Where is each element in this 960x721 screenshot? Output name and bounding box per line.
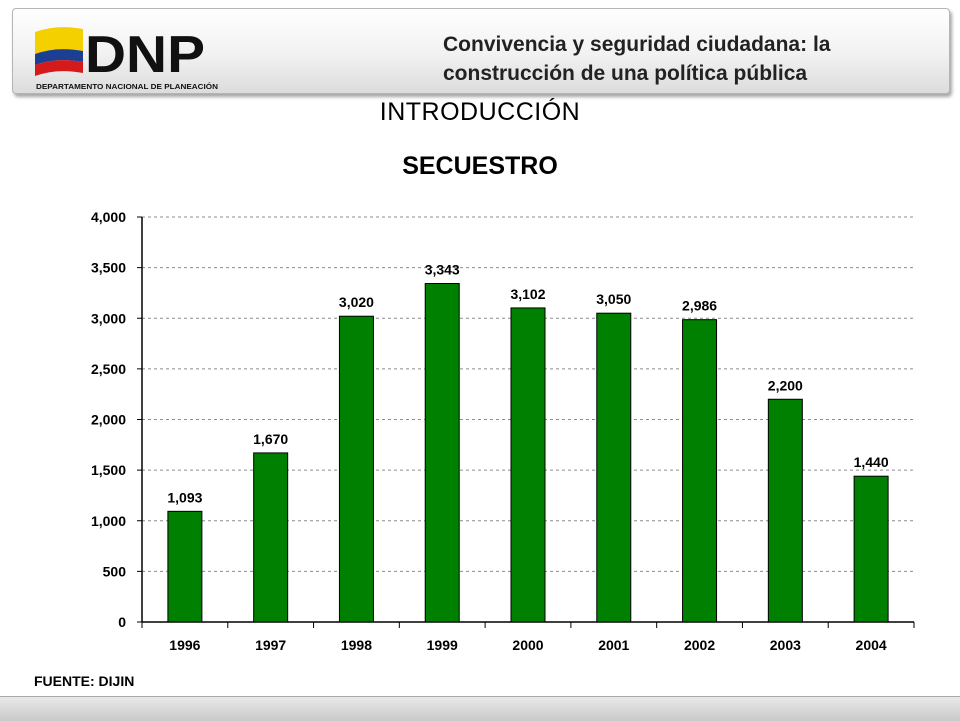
y-tick-label: 500 — [103, 563, 127, 579]
x-tick-label: 1997 — [255, 637, 286, 653]
bar-1997 — [253, 452, 289, 623]
y-tick-label: 2,000 — [91, 412, 126, 428]
bar-2003 — [767, 398, 803, 623]
bar-2001 — [596, 312, 632, 623]
x-tick-label: 2002 — [684, 637, 715, 653]
chart-labels: 0 500 1,000 1,500 2,000 2,500 3,000 3,500 4,000 1… — [91, 209, 889, 653]
header-banner: DNP DEPARTAMENTO NACIONAL DE PLANEACIÓN … — [12, 8, 950, 94]
data-label: 3,102 — [510, 286, 545, 302]
y-tick-label: 2,500 — [91, 361, 126, 377]
y-tick-label: 3,000 — [91, 310, 126, 326]
data-label: 3,020 — [339, 294, 374, 310]
x-tick-label: 2000 — [512, 637, 543, 653]
data-label: 1,670 — [253, 431, 288, 447]
y-tick-label: 3,500 — [91, 260, 126, 276]
bar-1996 — [167, 510, 203, 623]
bar-1998 — [338, 315, 374, 623]
data-label: 2,200 — [768, 377, 803, 393]
colombia-flag-icon — [35, 27, 83, 76]
section-title: INTRODUCCIÓN — [379, 98, 581, 126]
bar-2000 — [510, 307, 546, 623]
y-tick-label: 0 — [118, 614, 126, 630]
logo-wordmark: DNP — [85, 26, 205, 84]
y-tick-label: 4,000 — [91, 209, 126, 225]
x-tick-label: 2003 — [770, 637, 801, 653]
bar-2002 — [682, 319, 718, 623]
x-tick-label: 1998 — [341, 637, 372, 653]
presentation-title: Convivencia y seguridad ciudadana: la co… — [443, 33, 831, 85]
x-tick-label: 1996 — [169, 637, 200, 653]
data-label: 3,050 — [596, 291, 631, 307]
chart-title: SECUESTRO — [402, 152, 558, 180]
x-tick-label: 2004 — [856, 637, 887, 653]
y-tick-label: 1,000 — [91, 513, 126, 529]
bar-series — [167, 283, 889, 623]
bar-chart: 0 500 1,000 1,500 2,000 2,500 3,000 3,500 4,000 1… — [91, 209, 915, 653]
dnp-logo: DNP DEPARTAMENTO NACIONAL DE PLANEACIÓN — [33, 19, 233, 93]
x-tick-label: 1999 — [427, 637, 458, 653]
x-tick-label: 2001 — [598, 637, 629, 653]
data-label: 1,440 — [854, 454, 889, 470]
bar-2004 — [853, 475, 889, 623]
data-label: 1,093 — [167, 489, 202, 505]
data-label: 2,986 — [682, 298, 717, 314]
bottom-bar — [0, 696, 960, 721]
y-tick-label: 1,500 — [91, 462, 126, 478]
bar-1999 — [424, 283, 460, 623]
data-label: 3,343 — [425, 262, 460, 278]
source-note: FUENTE: DIJIN — [34, 673, 135, 689]
logo-subtitle: DEPARTAMENTO NACIONAL DE PLANEACIÓN — [36, 82, 218, 91]
